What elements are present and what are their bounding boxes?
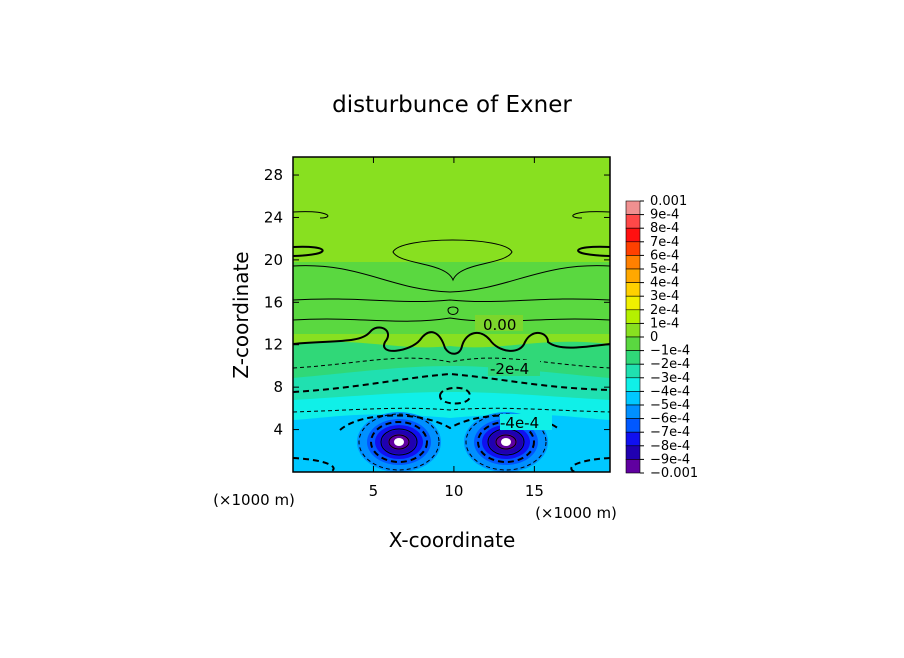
y-tick-label: 4 — [273, 421, 283, 439]
contour-label: 0.00 — [483, 316, 516, 334]
x-unit: (×1000 m) — [535, 504, 617, 522]
label-bg — [475, 315, 523, 331]
colorbar-box — [625, 200, 641, 215]
colorbar-label: 7e-4 — [650, 235, 679, 250]
colorbar-box — [625, 282, 641, 297]
colorbar-label: −8e-4 — [650, 439, 690, 454]
y-tick-label: 24 — [264, 208, 283, 226]
colorbar-box — [625, 363, 641, 379]
colorbar-label: 9e-4 — [650, 208, 679, 223]
colorbar-label: −7e-4 — [650, 425, 690, 440]
x-tick-label: 15 — [525, 482, 544, 500]
y-unit: (×1000 m) — [213, 491, 295, 509]
colorbar-label: 4e-4 — [650, 276, 679, 291]
colorbar-label: 0 — [650, 330, 658, 345]
colorbar-label: −4e-4 — [650, 384, 690, 399]
colorbar-box — [625, 350, 641, 365]
colorbar-box — [625, 404, 641, 419]
colorbar-label: 5e-4 — [650, 262, 679, 277]
colorbar-label: 8e-4 — [650, 221, 679, 236]
y-tick-label: 16 — [264, 293, 283, 311]
contour-lines — [292, 211, 611, 473]
colorbar-box — [625, 255, 641, 270]
colorbar-label: 3e-4 — [650, 289, 679, 304]
x-axis-label: X-coordinate — [389, 528, 516, 552]
contour-field — [293, 157, 610, 472]
colorbar-box — [625, 309, 641, 324]
colorbar-label: −9e-4 — [650, 452, 690, 467]
y-axis-label: Z-coordinate — [229, 251, 253, 378]
colorbar-box — [625, 418, 641, 433]
colorbar-box — [625, 214, 641, 229]
contour-label: -4e-4 — [500, 414, 539, 432]
field-band — [293, 414, 610, 472]
y-tick-label: 28 — [264, 166, 283, 184]
y-tick-label: 20 — [264, 251, 283, 269]
colorbar-box — [625, 459, 641, 474]
colorbar-box — [625, 227, 641, 243]
colorbar-box — [625, 323, 641, 338]
colorbar-label: 0.001 — [650, 194, 687, 209]
contour-label: -2e-4 — [490, 360, 529, 378]
colorbar-label: −1e-4 — [650, 344, 690, 359]
y-tick-label: 8 — [273, 378, 283, 396]
colorbar-box — [625, 336, 641, 351]
colorbar-label: 6e-4 — [650, 248, 679, 263]
colorbar-label: 1e-4 — [650, 316, 679, 331]
colorbar-box — [625, 268, 641, 283]
colorbar-label: −5e-4 — [650, 398, 690, 413]
colorbar-box — [625, 377, 641, 392]
colorbar-label: 2e-4 — [650, 303, 679, 318]
colorbar-label: −0.001 — [650, 466, 698, 481]
colorbar-box — [625, 445, 641, 460]
field-core — [501, 438, 511, 446]
colorbar-box — [625, 431, 641, 447]
colorbar-box — [625, 295, 641, 311]
field-core — [394, 438, 404, 446]
x-tick-label: 5 — [369, 482, 379, 500]
label-bg — [488, 360, 540, 376]
label-bg — [500, 414, 552, 430]
colorbar-box — [625, 241, 641, 256]
colorbar-label: −2e-4 — [650, 357, 690, 372]
colorbar-box — [625, 391, 641, 406]
plot-frame — [292, 156, 611, 473]
y-tick-label: 12 — [264, 336, 283, 354]
colorbar-label: −6e-4 — [650, 412, 690, 427]
x-tick-label: 10 — [444, 482, 463, 500]
chart-title: disturbunce of Exner — [332, 92, 572, 118]
field-band — [293, 262, 610, 334]
colorbar-label: −3e-4 — [650, 371, 690, 386]
